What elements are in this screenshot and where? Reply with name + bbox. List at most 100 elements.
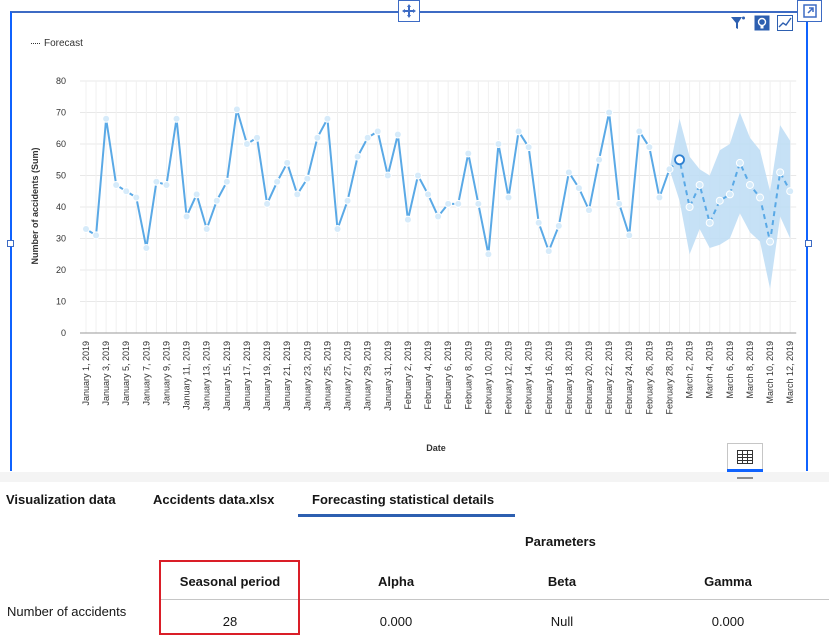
actual-data-point: [192, 190, 201, 199]
x-tick-label: January 7, 2019: [141, 341, 151, 406]
actual-data-point: [283, 158, 292, 167]
column-header-beta: Beta: [547, 574, 577, 589]
y-tick-label: 70: [56, 108, 66, 118]
parameters-heading: Parameters: [525, 534, 596, 549]
x-tick-label: January 19, 2019: [262, 341, 272, 411]
actual-data-point: [92, 231, 101, 240]
y-tick-label: 10: [56, 297, 66, 307]
actual-data-point: [222, 177, 231, 186]
actual-data-point: [585, 206, 593, 215]
panel-resize-grip[interactable]: [737, 477, 753, 479]
actual-data-point: [333, 225, 342, 234]
cell-beta: Null: [550, 614, 574, 629]
data-tabs: Visualization data Accidents data.xlsx F…: [0, 482, 829, 520]
forecast-legend-swatch: [31, 43, 40, 44]
filter-icon[interactable]: [730, 15, 746, 31]
x-tick-label: February 22, 2019: [604, 341, 614, 415]
x-tick-label: January 13, 2019: [202, 341, 212, 411]
insight-icon[interactable]: [754, 15, 770, 31]
x-tick-label: February 16, 2019: [544, 341, 554, 415]
actual-data-point: [82, 225, 90, 234]
actual-data-point: [625, 231, 634, 240]
actual-data-point: [112, 180, 121, 189]
cell-gamma: 0.000: [711, 614, 745, 629]
actual-data-point: [615, 199, 624, 208]
y-tick-label: 0: [61, 328, 66, 338]
actual-data-point: [353, 152, 362, 161]
x-tick-label: February 18, 2019: [564, 341, 574, 415]
actual-data-point: [343, 196, 352, 205]
actual-data-point: [232, 105, 241, 114]
y-tick-label: 40: [56, 202, 66, 212]
x-tick-label: February 12, 2019: [504, 341, 514, 415]
forecast-data-point: [776, 168, 785, 177]
seasonal-period-highlight: [159, 560, 300, 635]
x-tick-label: January 17, 2019: [242, 341, 252, 411]
expand-icon: [802, 4, 817, 18]
actual-data-point: [665, 165, 674, 174]
actual-data-point: [383, 171, 392, 180]
x-tick-label: February 28, 2019: [664, 341, 674, 415]
chart-type-icon[interactable]: [777, 15, 793, 31]
tab-forecasting-statistical-details[interactable]: Forecasting statistical details: [312, 492, 495, 507]
actual-data-point: [172, 114, 181, 123]
y-tick-label: 80: [56, 76, 66, 86]
move-icon[interactable]: [398, 0, 420, 22]
tab-accidents-data[interactable]: Accidents data.xlsx: [153, 492, 275, 507]
resize-handle-right[interactable]: [805, 240, 812, 247]
actual-data-point: [242, 140, 251, 148]
forecast-data-point: [715, 196, 724, 205]
actual-data-point: [413, 171, 422, 180]
forecast-stats-table: Parameters Seasonal period Alpha Beta Ga…: [0, 520, 829, 637]
actual-data-point: [514, 127, 523, 136]
x-tick-label: February 20, 2019: [584, 341, 594, 415]
table-view-icon: [737, 450, 753, 464]
actual-data-point: [524, 143, 533, 152]
panel-divider[interactable]: [0, 472, 829, 482]
actual-data-point: [655, 193, 664, 202]
actual-data-point: [253, 133, 262, 142]
x-tick-label: February 24, 2019: [624, 341, 634, 415]
y-tick-label: 30: [56, 234, 66, 244]
x-tick-label: January 25, 2019: [322, 341, 332, 411]
x-tick-label: January 31, 2019: [383, 341, 393, 411]
table-view-button[interactable]: [727, 443, 763, 471]
x-tick-label: February 26, 2019: [644, 341, 654, 415]
forecast-data-point: [735, 158, 744, 167]
actual-data-point: [323, 114, 332, 123]
x-axis-label: Date: [426, 443, 446, 453]
x-tick-label: January 27, 2019: [343, 341, 353, 411]
expand-button[interactable]: [797, 0, 822, 22]
x-tick-label: January 3, 2019: [101, 341, 111, 406]
actual-data-point: [504, 193, 513, 202]
forecast-data-point: [786, 187, 795, 196]
actual-data-point: [645, 143, 654, 152]
x-tick-label: March 6, 2019: [725, 341, 735, 399]
actual-data-point: [544, 247, 553, 256]
actual-data-point: [474, 199, 483, 208]
x-tick-label: February 8, 2019: [463, 341, 473, 410]
x-tick-label: March 2, 2019: [685, 341, 695, 399]
resize-handle-left[interactable]: [7, 240, 14, 247]
tab-visualization-data[interactable]: Visualization data: [6, 492, 116, 507]
x-tick-label: January 15, 2019: [222, 341, 232, 411]
actual-data-point: [403, 215, 412, 224]
actual-data-point: [182, 212, 191, 221]
y-tick-label: 60: [56, 139, 66, 149]
row-label-number-of-accidents: Number of accidents: [7, 604, 127, 619]
forecast-data-point: [766, 237, 775, 246]
cell-seasonal-period: 28: [222, 614, 238, 629]
actual-data-point: [122, 187, 131, 196]
cell-alpha: 0.000: [379, 614, 413, 629]
x-tick-label: February 14, 2019: [524, 341, 534, 415]
x-tick-label: January 23, 2019: [302, 341, 312, 411]
forecast-start-marker: [674, 154, 685, 166]
y-tick-label: 50: [56, 171, 66, 181]
chart-legend: Forecast: [31, 38, 83, 49]
actual-data-point: [454, 199, 463, 208]
forecast-confidence-band: [669, 112, 791, 289]
column-header-alpha: Alpha: [377, 574, 415, 589]
actual-data-point: [212, 196, 221, 205]
actual-data-point: [263, 199, 272, 208]
actual-data-point: [202, 225, 211, 234]
